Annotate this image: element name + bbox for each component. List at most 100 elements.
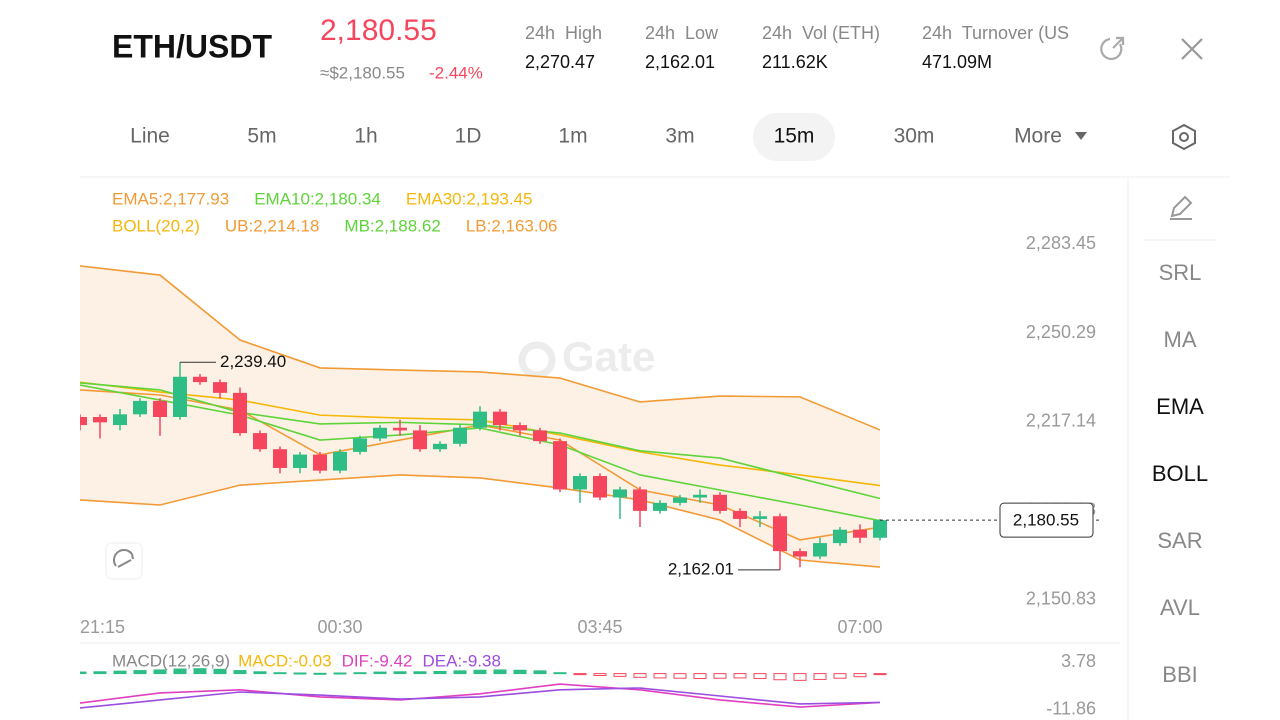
candle-body (393, 427, 407, 431)
candle-body (473, 411, 487, 428)
candle-body (153, 400, 167, 417)
x-tick-label: 00:30 (317, 617, 362, 637)
legend-entry: MB:2,188.62 (344, 216, 440, 235)
macd-bar (553, 672, 567, 675)
candle-body (173, 376, 187, 417)
macd-bar (353, 672, 367, 675)
macd-bar (753, 673, 767, 680)
indicator-tool[interactable]: BBI (1162, 662, 1197, 687)
candle-body (453, 427, 467, 444)
macd-bar (813, 673, 827, 680)
stat-label: 24h Vol (ETH) (762, 23, 880, 43)
annotation: 2,239.40 (220, 352, 286, 371)
macd-bar (373, 671, 387, 675)
timeframe-tab[interactable]: 1h (354, 125, 377, 148)
share-button[interactable] (1100, 36, 1125, 61)
macd-bar (493, 669, 507, 675)
stat-value: 471.09M (922, 52, 992, 72)
candle-body (833, 529, 847, 544)
timeframe-tab[interactable]: More (1014, 125, 1062, 148)
macd-bar (133, 670, 147, 675)
macd-bar (273, 672, 287, 675)
rotate-button[interactable] (105, 542, 143, 580)
y-tick-label: -11.86 (1046, 699, 1096, 719)
candle-body (373, 427, 387, 439)
candle-body (653, 502, 667, 511)
macd-bar (673, 673, 687, 679)
macd-bar (413, 671, 427, 675)
x-tick-label: 03:45 (577, 617, 622, 637)
annotation: 2,162.01 (668, 559, 734, 578)
indicator-tool[interactable]: BOLL (1152, 461, 1208, 486)
y-tick-label: 2,250.29 (1026, 322, 1096, 342)
macd-bar (713, 673, 727, 679)
settings-button[interactable] (1172, 123, 1196, 151)
candle-body (253, 433, 267, 450)
candle-body (553, 441, 567, 490)
candle-body (433, 443, 447, 450)
candle-body (573, 476, 587, 490)
macd-bar (593, 673, 607, 676)
candle-body (493, 411, 507, 426)
y-tick-label: 2,150.83 (1026, 589, 1096, 609)
timeframe-tab[interactable]: 15m (774, 125, 815, 148)
indicator-tool[interactable]: EMA (1156, 394, 1204, 419)
macd-bar (93, 671, 107, 675)
macd-bar (773, 673, 787, 681)
timeframe-tab[interactable]: 5m (247, 125, 276, 148)
candle-body (193, 376, 207, 383)
candle-body (613, 489, 627, 498)
macd-bar (80, 671, 87, 675)
timeframe-tab[interactable]: 1D (455, 125, 482, 148)
macd-bar (453, 670, 467, 675)
legend-entry: EMA10:2,180.34 (254, 189, 381, 208)
indicator-tool[interactable]: MA (1164, 327, 1197, 352)
price: 2,180.55 (320, 14, 437, 47)
candle-body (80, 417, 87, 426)
macd-line (80, 687, 881, 709)
indicator-line (80, 265, 881, 431)
candle-body (673, 497, 687, 503)
candle-body (533, 430, 547, 442)
stat-label: 24h Low (645, 23, 719, 43)
candle-body (773, 516, 787, 552)
timeframe-tab[interactable]: 3m (665, 125, 694, 148)
legend-entry: MACD:-0.03 (238, 651, 332, 670)
x-tick-label: 21:15 (80, 617, 125, 637)
legend-entry: DEA:-9.38 (423, 651, 501, 670)
tab-highlight (753, 113, 835, 161)
y-tick-label: 3.78 (1061, 651, 1096, 671)
candle-body (853, 529, 867, 538)
legend-entry: DIF:-9.42 (342, 651, 413, 670)
macd-line (80, 683, 881, 708)
macd-bar (113, 670, 127, 675)
candle-body (113, 414, 127, 426)
macd-bar (833, 673, 847, 679)
macd-bar (533, 670, 547, 675)
indicator-tool[interactable]: AVL (1160, 595, 1200, 620)
macd-bar (853, 673, 867, 678)
candle-body (873, 520, 887, 538)
macd-bar (653, 673, 667, 679)
indicator-tool[interactable]: SRL (1159, 260, 1202, 285)
change: -2.44% (429, 63, 483, 82)
more-caret (1075, 132, 1087, 140)
legend-entry: BOLL(20,2) (112, 216, 200, 235)
timeframe-tab[interactable]: 1m (558, 125, 587, 148)
indicator-tool[interactable]: SAR (1157, 528, 1202, 553)
timeframe-tab[interactable]: 30m (894, 125, 935, 148)
timeframe-tab[interactable]: Line (130, 125, 170, 148)
watermark-logo (518, 341, 556, 379)
candle-body (313, 454, 327, 471)
legend-entry: EMA5:2,177.93 (112, 189, 229, 208)
stat-value: 2,162.01 (645, 52, 715, 72)
stat-label: 24h High (525, 23, 602, 43)
macd-bar (233, 670, 247, 675)
macd-bar (213, 668, 227, 675)
x-tick-label: 07:00 (837, 617, 882, 637)
draw-tool[interactable] (1170, 195, 1193, 220)
candle-body (793, 551, 807, 557)
close-button[interactable] (1181, 38, 1203, 60)
pair: ETH/USDT (112, 28, 272, 64)
